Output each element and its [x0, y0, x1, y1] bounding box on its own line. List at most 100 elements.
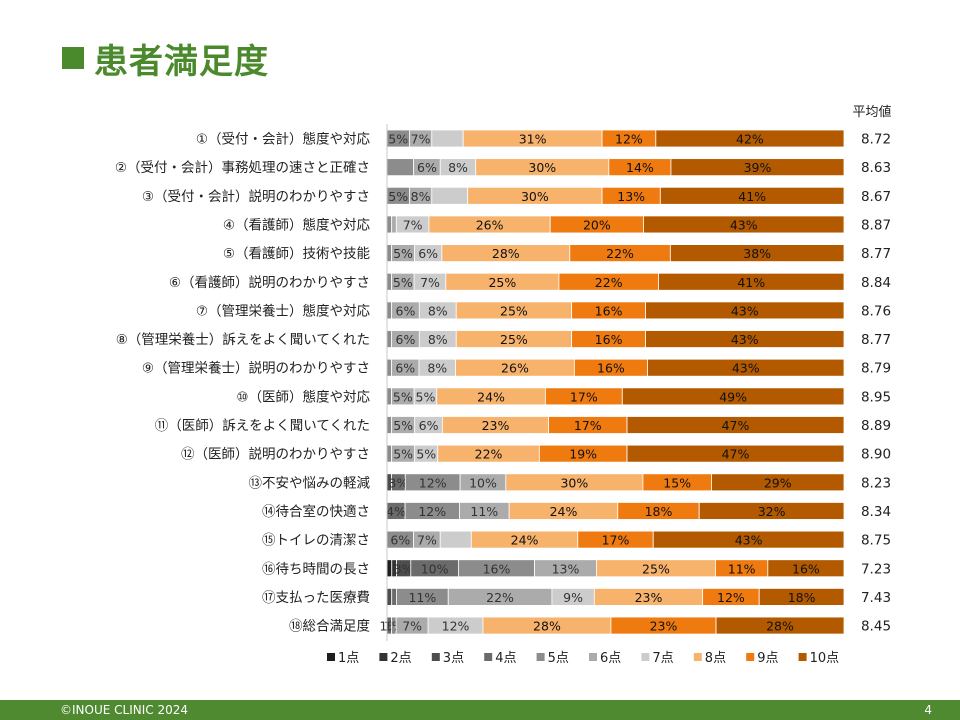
- average-value: 8.84: [861, 275, 891, 291]
- data-label: 8%: [428, 332, 448, 347]
- data-label: 24%: [511, 533, 539, 548]
- bar-segment: [386, 588, 393, 606]
- data-label: 9%: [563, 590, 583, 605]
- data-label: 43%: [732, 361, 760, 376]
- category-label: ⑱総合満足度: [289, 619, 370, 635]
- data-label: 11%: [470, 504, 498, 519]
- category-label: ⑥（看護師）説明のわかりやすさ: [169, 275, 370, 291]
- category-label: ⑧（管理栄養士）訴えをよく聞いてくれた: [116, 331, 370, 348]
- category-label: ⑪（医師）訴えをよく聞いてくれた: [155, 418, 370, 434]
- bar-segment: [386, 444, 393, 463]
- legend-label: 10点: [810, 651, 840, 666]
- category-label: ⑤（看護師）技術や技能: [223, 246, 370, 262]
- data-label: 5%: [393, 447, 413, 462]
- average-value: 8.90: [861, 447, 891, 463]
- data-label: 6%: [419, 418, 439, 433]
- data-label: 5%: [393, 246, 413, 261]
- category-label: ⑨（管理栄養士）説明のわかりやすさ: [142, 360, 370, 377]
- bar-segment: [658, 272, 845, 291]
- bar-segment: [431, 129, 464, 148]
- legend-swatch: [746, 653, 755, 661]
- data-label: 18%: [645, 504, 673, 519]
- category-label: ⑮トイレの清潔さ: [262, 533, 370, 549]
- data-label: 8%: [428, 303, 448, 318]
- data-label: 47%: [722, 418, 750, 433]
- legend-label: 1点: [338, 651, 359, 666]
- bar-segment: [659, 186, 845, 205]
- data-label: 8%: [427, 361, 447, 376]
- data-label: 25%: [500, 332, 528, 347]
- data-label: 23%: [650, 619, 678, 634]
- bar-segment: [758, 588, 845, 606]
- average-value: 8.75: [861, 533, 891, 549]
- data-label: 22%: [475, 447, 503, 462]
- legend-label: 7点: [652, 651, 673, 666]
- data-label: 25%: [500, 303, 528, 318]
- legend-swatch: [641, 653, 650, 661]
- data-label: 5%: [388, 132, 408, 147]
- bar-segment: [698, 502, 845, 520]
- category-label: ②（受付・会計）事務処理の速さと正確さ: [115, 160, 370, 176]
- legend-swatch: [798, 653, 807, 661]
- legend-label: 2点: [390, 651, 411, 666]
- bar-segment: [386, 272, 392, 291]
- data-label: 5%: [388, 189, 408, 204]
- data-label: 6%: [395, 361, 415, 376]
- slide-title: 患者満足度: [94, 41, 269, 82]
- data-label: 6%: [390, 533, 410, 548]
- category-label: ④（看護師）態度や対応: [223, 217, 371, 233]
- bar-segment: [670, 158, 845, 177]
- data-label: 5%: [416, 447, 436, 462]
- data-label: 17%: [574, 418, 602, 433]
- data-label: 12%: [419, 475, 447, 490]
- data-label: 5%: [416, 389, 436, 404]
- data-label: 3%: [394, 561, 414, 576]
- data-label: 11%: [408, 590, 436, 605]
- data-label: 18%: [788, 590, 816, 605]
- data-label: 38%: [743, 246, 771, 261]
- category-label: ⑦（管理栄養士）態度や対応: [196, 302, 371, 319]
- data-label: 14%: [626, 160, 654, 175]
- data-label: 23%: [482, 418, 510, 433]
- average-value: 8.95: [861, 389, 891, 405]
- bar-segment: [655, 129, 845, 148]
- legend-swatch: [589, 653, 597, 661]
- data-label: 11%: [728, 561, 756, 576]
- legend-swatch: [484, 653, 493, 661]
- category-label: ⑯待ち時間の長さ: [262, 561, 370, 577]
- category-label: ⑰支払った医療費: [262, 589, 370, 606]
- page-number: 4: [924, 703, 932, 717]
- data-label: 26%: [476, 217, 504, 232]
- category-label: ⑩（医師）態度や対応: [236, 389, 370, 405]
- data-label: 24%: [550, 504, 578, 519]
- data-label: 6%: [396, 332, 416, 347]
- data-label: 12%: [442, 619, 470, 634]
- data-label: 25%: [642, 561, 670, 576]
- data-label: 6%: [417, 160, 437, 175]
- bar-segment: [386, 559, 393, 578]
- bar-segment: [643, 215, 845, 234]
- bar-segment: [386, 330, 393, 348]
- data-label: 16%: [595, 303, 623, 318]
- bar-segment: [621, 387, 845, 406]
- bar-segment: [386, 215, 393, 234]
- bar-segment: [711, 473, 845, 492]
- data-label: 3%: [389, 475, 409, 490]
- data-label: 17%: [570, 389, 598, 404]
- bar-segment: [439, 530, 472, 549]
- legend-label: 3点: [443, 651, 464, 666]
- data-label: 19%: [569, 447, 597, 462]
- data-label: 30%: [560, 475, 588, 490]
- legend-swatch: [379, 653, 388, 661]
- legend-swatch: [693, 653, 702, 661]
- category-label: ⑫（医師）説明のわかりやすさ: [181, 447, 370, 463]
- data-label: 43%: [731, 303, 759, 318]
- average-value: 8.89: [861, 418, 891, 434]
- data-label: 47%: [722, 447, 750, 462]
- data-label: 16%: [597, 361, 625, 376]
- data-label: 20%: [583, 217, 611, 232]
- bar-segment: [626, 444, 845, 463]
- data-label: 22%: [606, 246, 634, 261]
- bar-segment: [645, 301, 845, 320]
- bar-segment: [626, 416, 845, 434]
